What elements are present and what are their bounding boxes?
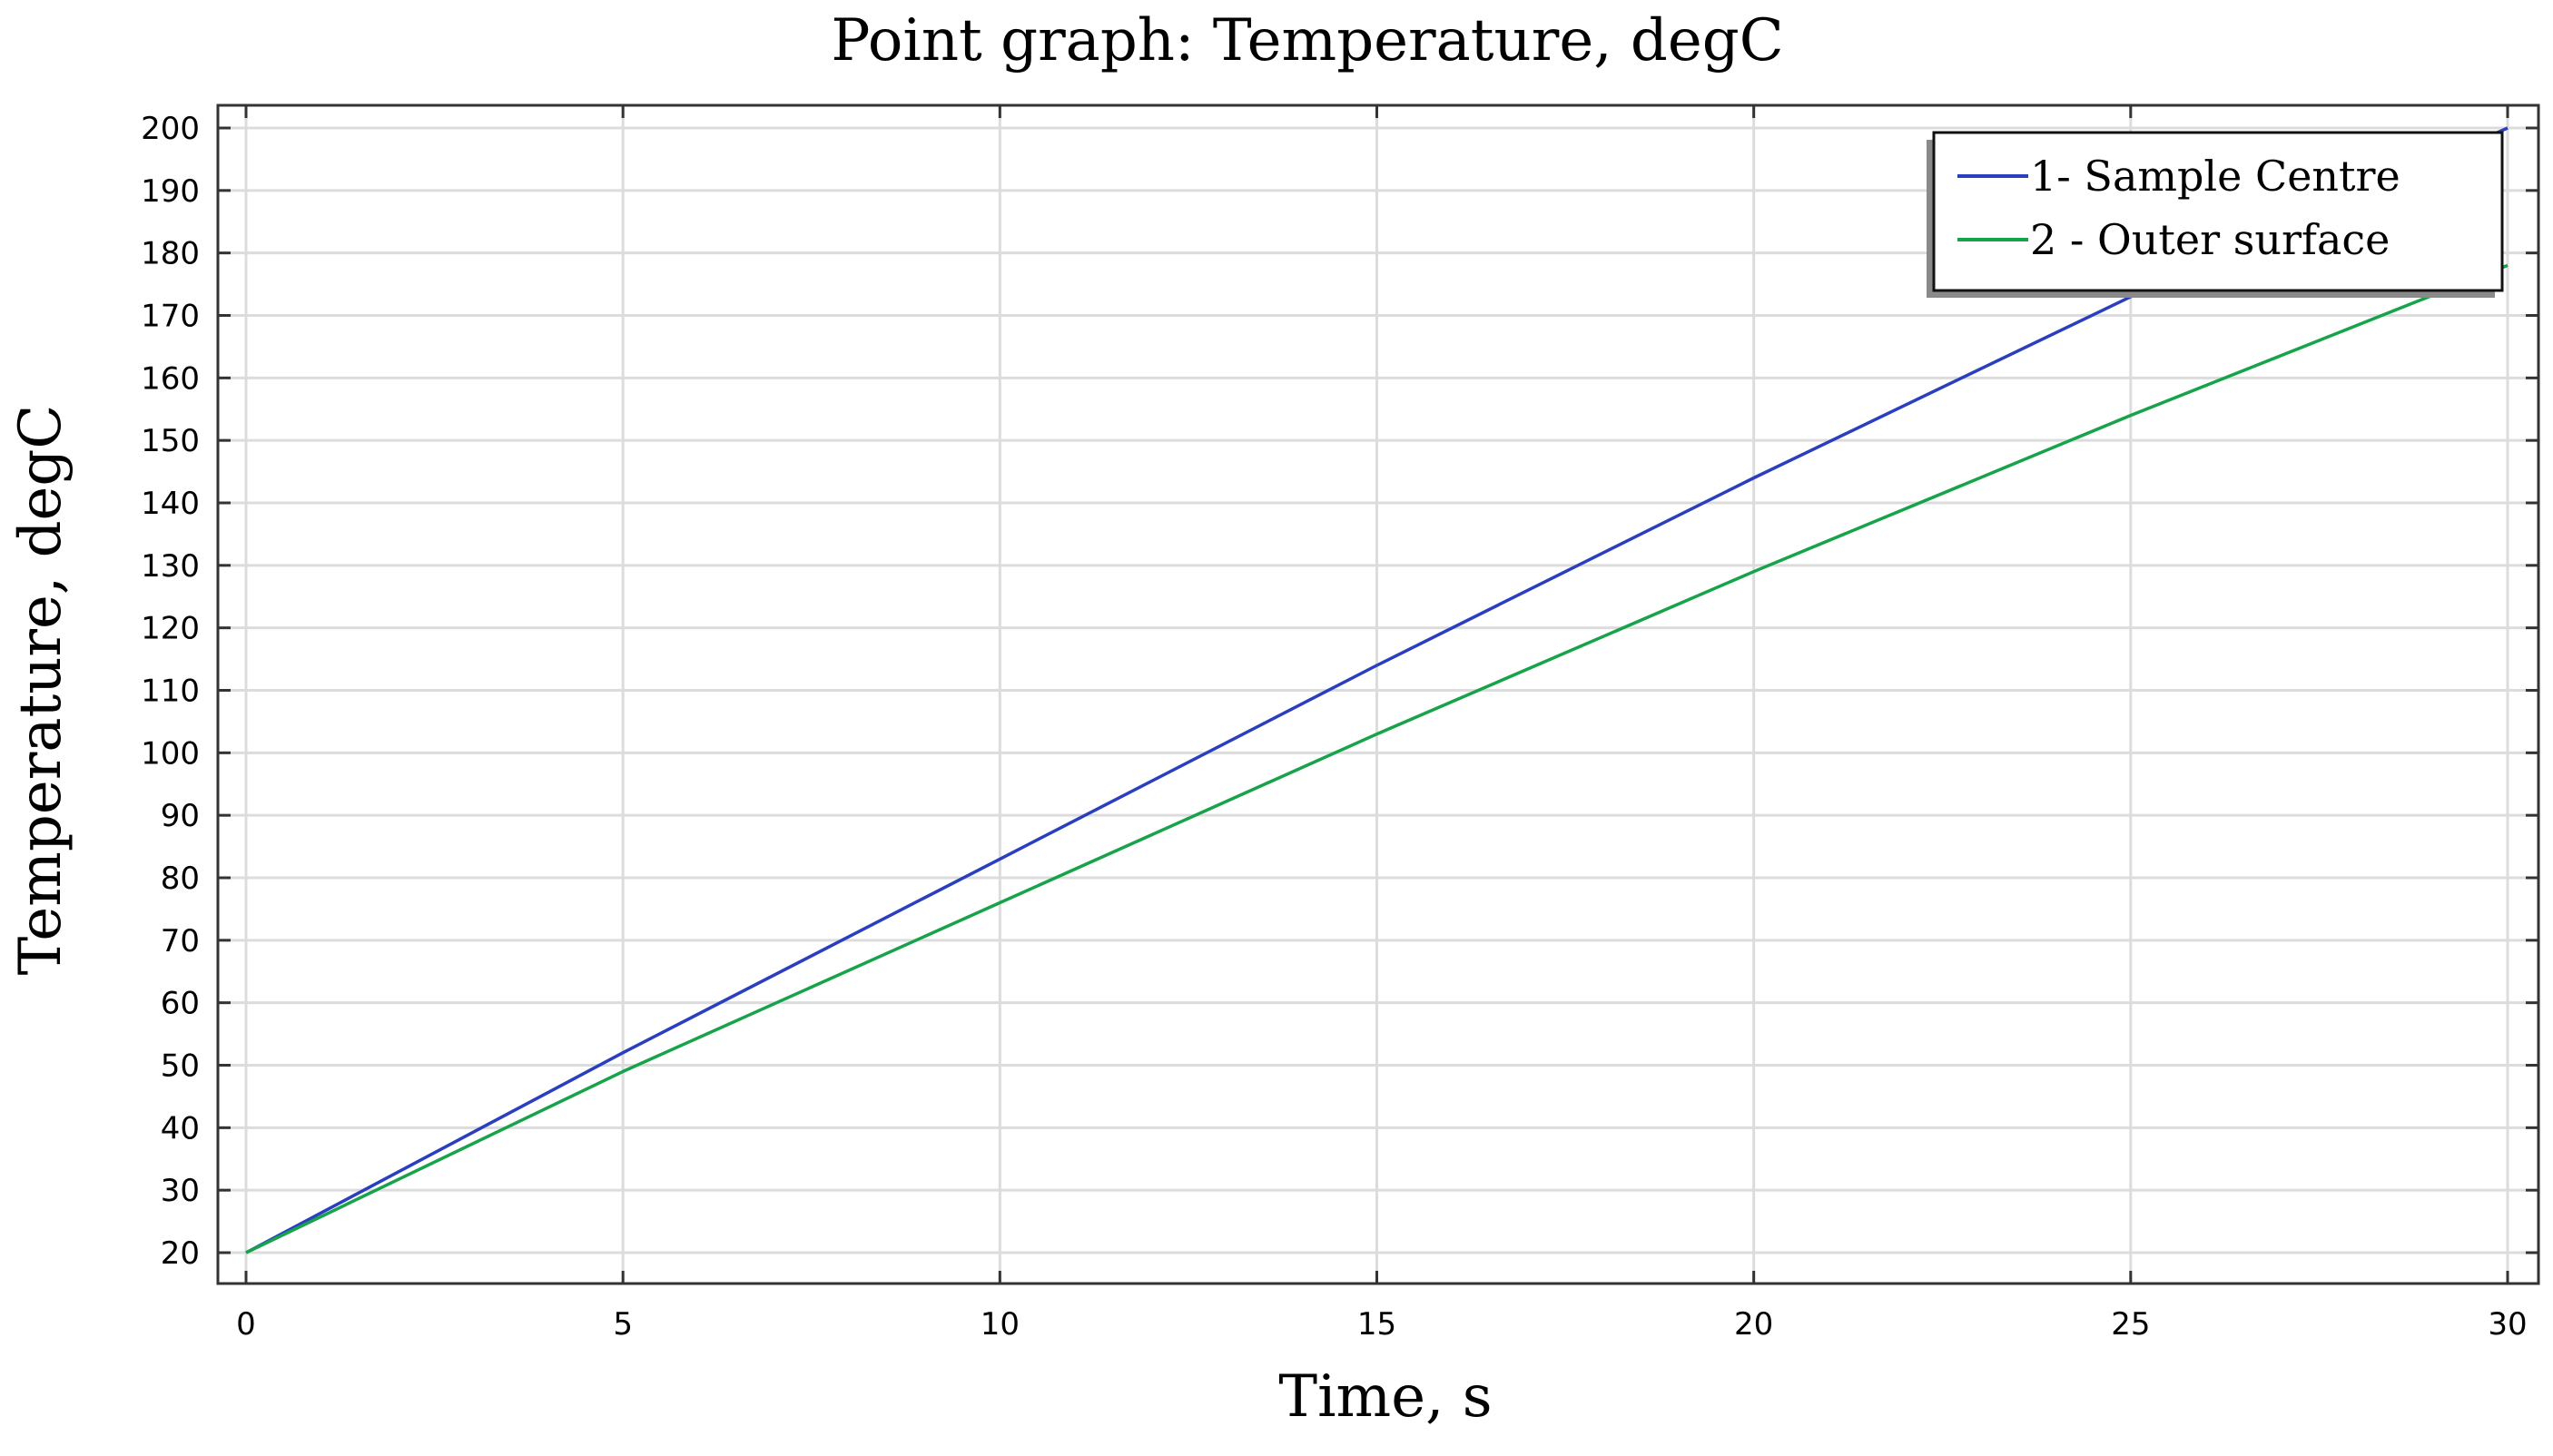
- y-tick-label: 170: [141, 299, 200, 335]
- y-tick-label: 40: [161, 1110, 200, 1146]
- x-tick-label: 30: [2488, 1306, 2527, 1343]
- y-axis-label: Temperature, degC: [7, 405, 74, 976]
- y-tick-label: 180: [141, 236, 200, 272]
- y-tick-label: 130: [141, 548, 200, 585]
- y-tick-label: 150: [141, 423, 200, 459]
- x-tick-label: 20: [1734, 1306, 1773, 1343]
- y-tick-label: 80: [161, 861, 200, 897]
- x-axis-label: Time, s: [1278, 1363, 1492, 1431]
- y-tick-label: 120: [141, 611, 200, 647]
- grid: [218, 105, 2538, 1284]
- legend-label-2: 2 - Outer surface: [2030, 215, 2390, 264]
- y-tick-label: 200: [141, 111, 200, 147]
- axis-ticks: 2030405060708090100110120130140150160170…: [141, 105, 2538, 1343]
- y-tick-label: 30: [161, 1173, 200, 1209]
- x-tick-label: 0: [236, 1306, 256, 1343]
- legend: 1- Sample Centre 2 - Outer surface: [1927, 131, 2504, 298]
- x-tick-label: 10: [981, 1306, 1020, 1343]
- y-tick-label: 190: [141, 173, 200, 210]
- y-tick-label: 110: [141, 674, 200, 710]
- x-tick-label: 15: [1357, 1306, 1396, 1343]
- legend-label-1: 1- Sample Centre: [2030, 152, 2400, 201]
- y-tick-label: 100: [141, 735, 200, 772]
- legend-box: [1932, 131, 2504, 292]
- y-tick-label: 50: [161, 1048, 200, 1085]
- y-tick-label: 60: [161, 986, 200, 1022]
- y-tick-label: 140: [141, 486, 200, 522]
- y-tick-label: 70: [161, 923, 200, 959]
- x-tick-label: 25: [2111, 1306, 2150, 1343]
- chart-title: Point graph: Temperature, degC: [831, 7, 1783, 74]
- y-tick-label: 160: [141, 360, 200, 397]
- y-tick-label: 90: [161, 798, 200, 834]
- x-tick-label: 5: [613, 1306, 633, 1343]
- y-tick-label: 20: [161, 1235, 200, 1272]
- series-line-2: [245, 263, 2509, 1254]
